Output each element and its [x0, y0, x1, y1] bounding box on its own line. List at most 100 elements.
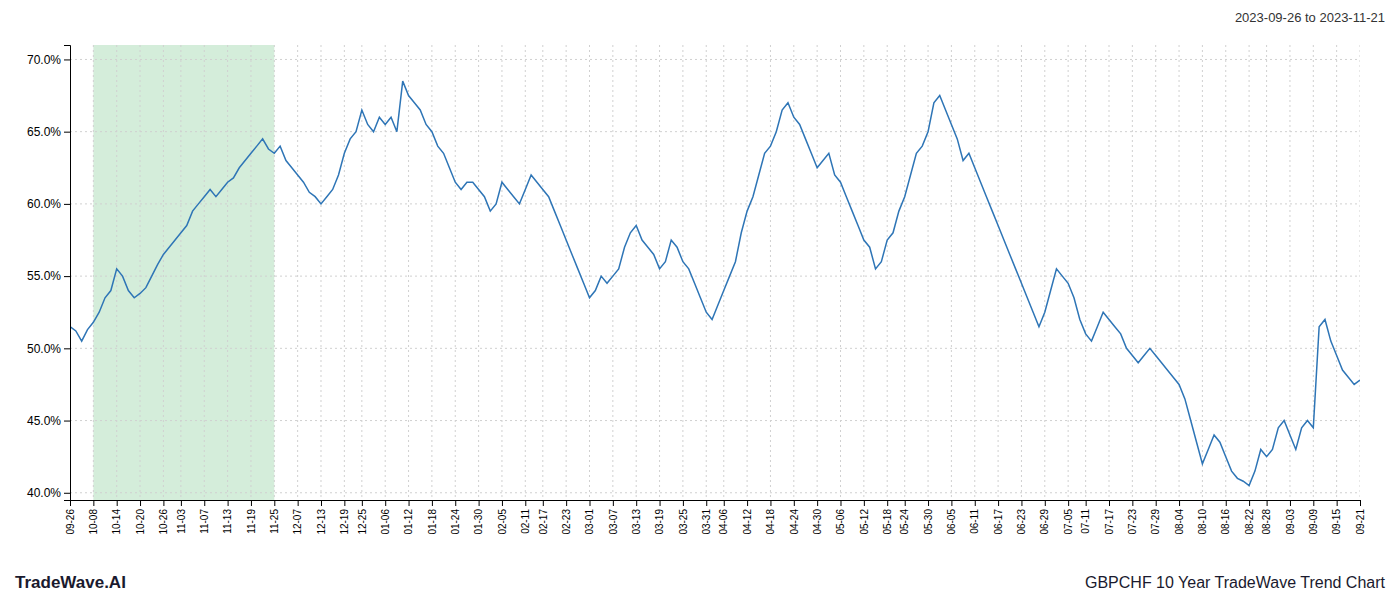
x-tick: 11-19 [246, 500, 257, 534]
x-tick-mark [683, 500, 684, 506]
x-tick-mark [724, 500, 725, 506]
x-grid-line [928, 45, 929, 500]
x-tick-label: 11-07 [199, 509, 210, 534]
x-tick-label: 07-17 [1104, 509, 1115, 535]
x-tick: 03-19 [654, 500, 665, 535]
grid [70, 45, 1360, 500]
x-tick-label: 10-08 [88, 509, 99, 535]
x-grid-line [1109, 45, 1110, 500]
y-tick: 50.0% [27, 342, 70, 356]
x-tick-label: 01-18 [427, 509, 438, 535]
x-tick: 03-07 [608, 500, 619, 535]
x-grid-line [998, 45, 999, 500]
x-tick-mark [1109, 500, 1110, 506]
x-grid-line [93, 45, 94, 500]
x-tick-label: 02-17 [538, 509, 549, 535]
x-tick: 03-13 [631, 500, 642, 535]
x-grid-line [542, 45, 543, 500]
x-tick: 11-07 [199, 500, 210, 534]
x-tick-label: 04-30 [812, 509, 823, 535]
x-grid-line [723, 45, 724, 500]
x-grid-line [1132, 45, 1133, 500]
x-tick-mark [951, 500, 952, 506]
x-tick-label: 11-25 [269, 509, 280, 534]
x-tick-label: 12-25 [357, 509, 368, 535]
x-tick-label: 03-07 [608, 509, 619, 535]
x-grid-line [1202, 45, 1203, 500]
x-grid-line [1155, 45, 1156, 500]
x-tick: 07-17 [1104, 500, 1115, 535]
y-grid-line [70, 420, 1360, 421]
x-tick-mark [1290, 500, 1291, 506]
x-tick-label: 06-17 [993, 509, 1004, 535]
x-grid-line [204, 45, 205, 500]
x-tick: 04-30 [812, 500, 823, 535]
x-tick-label: 03-01 [584, 509, 595, 535]
y-grid-line [70, 492, 1360, 493]
x-grid-line [1179, 45, 1180, 500]
y-tick-mark [64, 132, 70, 133]
x-tick-mark [117, 500, 118, 506]
x-tick: 08-04 [1174, 500, 1185, 535]
x-grid-line [904, 45, 905, 500]
x-tick-mark [905, 500, 906, 506]
x-tick-label: 08-28 [1261, 509, 1272, 535]
y-tick-label: 50.0% [27, 342, 61, 356]
x-tick-label: 02-11 [520, 509, 531, 534]
x-tick-mark [770, 500, 771, 506]
x-grid-line [227, 45, 228, 500]
x-grid-line [1336, 45, 1337, 500]
x-grid-line [274, 45, 275, 500]
x-grid-line [250, 45, 251, 500]
x-grid-line [297, 45, 298, 500]
x-tick: 07-29 [1150, 500, 1161, 535]
x-tick-mark [274, 500, 275, 506]
x-grid-line [1068, 45, 1069, 500]
x-tick-label: 06-11 [969, 509, 980, 534]
chart: 09-2610-0810-1410-2010-2611-0311-0711-13… [0, 0, 1400, 600]
y-tick: 60.0% [27, 197, 70, 211]
x-grid-line [408, 45, 409, 500]
x-tick: 01-24 [450, 500, 461, 535]
x-tick: 03-31 [701, 500, 712, 535]
y-grid-line [70, 131, 1360, 132]
x-tick: 05-30 [923, 500, 934, 535]
x-tick: 09-09 [1308, 500, 1319, 535]
x-grid-line [863, 45, 864, 500]
x-tick-label: 12-19 [339, 509, 350, 535]
x-tick-mark [1360, 500, 1361, 506]
x-tick-mark [1179, 500, 1180, 506]
x-tick-label: 09-21 [1355, 509, 1366, 535]
x-tick-mark [706, 500, 707, 506]
x-tick: 06-23 [1016, 500, 1027, 535]
y-tick: 65.0% [27, 125, 70, 139]
x-grid-line [478, 45, 479, 500]
y-tick-mark [64, 421, 70, 422]
x-tick-label: 06-23 [1016, 509, 1027, 535]
x-tick: 04-06 [718, 500, 729, 535]
x-tick: 01-06 [380, 500, 391, 535]
line [70, 81, 1360, 485]
x-tick: 09-15 [1331, 500, 1342, 535]
x-tick-label: 01-06 [380, 509, 391, 535]
x-tick-label: 06-29 [1039, 509, 1050, 535]
x-tick-label: 07-29 [1150, 509, 1161, 535]
x-tick: 10-14 [111, 500, 122, 535]
y-tick-mark [64, 348, 70, 349]
x-tick-mark [998, 500, 999, 506]
x-tick-label: 05-06 [835, 509, 846, 535]
x-grid-line [1085, 45, 1086, 500]
x-tick-label: 04-12 [742, 509, 753, 535]
x-tick-label: 04-24 [789, 509, 800, 535]
x-tick-mark [525, 500, 526, 506]
x-tick-mark [566, 500, 567, 506]
title: GBPCHF 10 Year TradeWave Trend Chart [1085, 574, 1386, 591]
y-tick-label: 65.0% [27, 125, 61, 139]
x-tick: 06-05 [946, 500, 957, 535]
x-tick-label: 04-18 [765, 509, 776, 535]
x-grid-line [1044, 45, 1045, 500]
x-tick-label: 09-15 [1331, 509, 1342, 535]
x-grid-line [431, 45, 432, 500]
x-tick-mark [1267, 500, 1268, 506]
x-tick-mark [344, 500, 345, 506]
